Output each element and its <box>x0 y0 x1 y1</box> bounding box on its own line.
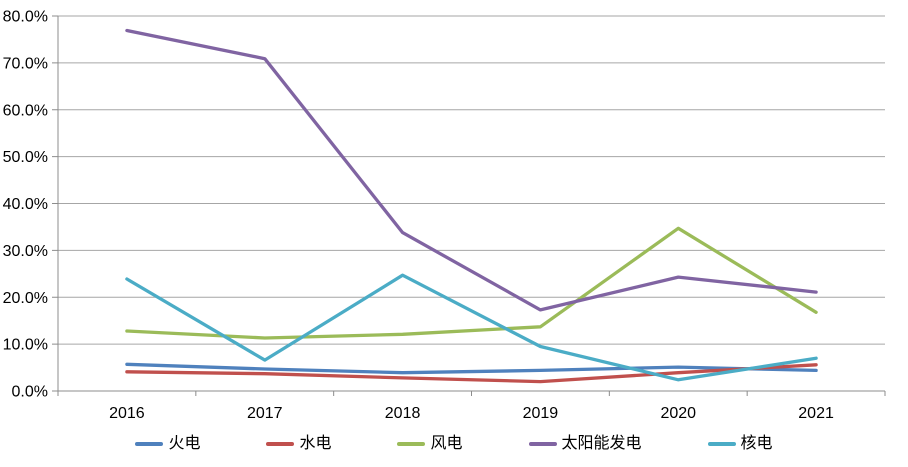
legend-label: 水电 <box>299 435 332 452</box>
legend-item-1: 水电 <box>266 436 331 452</box>
x-tick-label: 2019 <box>523 405 559 422</box>
legend-swatch <box>528 442 557 446</box>
legend-label: 太阳能发电 <box>561 435 642 452</box>
x-tick-label: 2021 <box>798 405 834 422</box>
x-tick-label: 2020 <box>660 405 696 422</box>
series-line-3 <box>125 28 818 312</box>
y-tick-label: 40.0% <box>3 196 48 213</box>
legend-label: 火电 <box>168 435 201 452</box>
y-tick-label: 70.0% <box>3 55 48 72</box>
y-tick-label: 20.0% <box>3 290 48 307</box>
y-tick-label: 50.0% <box>3 149 48 166</box>
chart-legend: 火电 水电 风电 太阳能发电 核电 <box>0 436 908 452</box>
y-tick-label: 30.0% <box>3 243 48 260</box>
legend-item-4: 核电 <box>707 435 773 452</box>
x-tick-label: 2016 <box>109 405 145 422</box>
legend-swatch <box>135 442 164 446</box>
series-line-1 <box>125 363 818 384</box>
y-tick-label: 60.0% <box>3 102 48 119</box>
legend-swatch <box>707 442 736 446</box>
legend-swatch <box>266 442 295 446</box>
series-line-0 <box>125 362 818 375</box>
y-tick-label: 0.0% <box>12 384 48 401</box>
legend-item-0: 火电 <box>135 436 200 452</box>
y-tick-label: 80.0% <box>3 9 48 26</box>
legend-item-2: 风电 <box>397 435 463 452</box>
legend-label: 核电 <box>740 435 773 452</box>
legend-label: 风电 <box>430 435 463 452</box>
series-line-2 <box>125 226 818 340</box>
series-line-4 <box>125 273 818 382</box>
legend-swatch <box>397 442 426 446</box>
legend-item-3: 太阳能发电 <box>528 435 642 452</box>
x-tick-label: 2018 <box>385 405 421 422</box>
plot-area: 80.0% 70.0% 60.0% 50.0% 40.0% 30.0% 20.0% 10.0%… <box>3 9 886 422</box>
y-tick-label: 10.0% <box>3 337 48 354</box>
x-tick-label: 2017 <box>247 405 283 422</box>
